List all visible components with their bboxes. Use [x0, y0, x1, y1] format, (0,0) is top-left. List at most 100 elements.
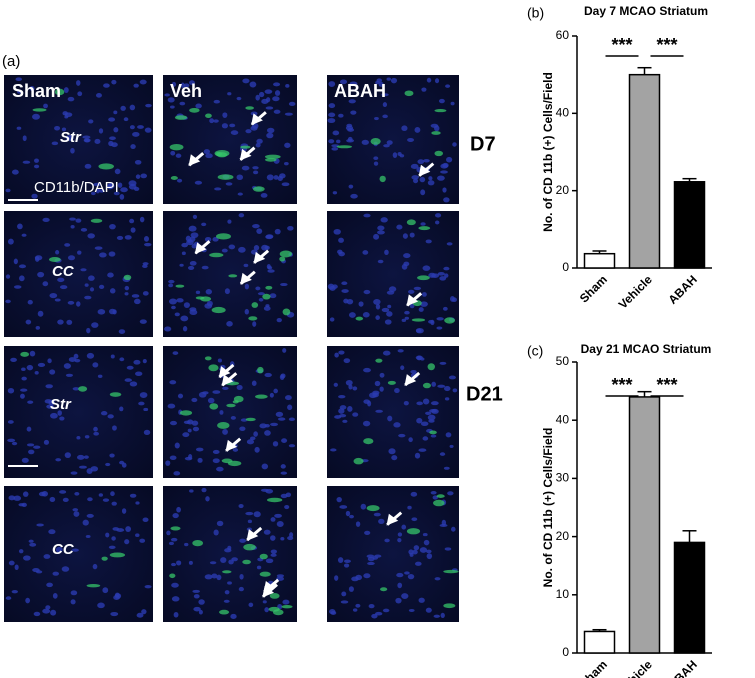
- microglia: [444, 317, 456, 324]
- nucleus: [195, 290, 201, 295]
- nucleus: [264, 607, 269, 613]
- nucleus: [333, 382, 338, 387]
- nucleus: [137, 125, 144, 129]
- nucleus: [130, 144, 136, 150]
- microglia: [216, 233, 231, 240]
- nucleus: [129, 493, 137, 498]
- microglia: [418, 226, 431, 231]
- nucleus: [375, 80, 380, 85]
- nucleus: [363, 213, 371, 218]
- nucleus: [397, 349, 404, 353]
- nucleus: [452, 388, 458, 393]
- nucleus: [47, 358, 52, 364]
- nucleus: [82, 519, 89, 526]
- nucleus: [173, 471, 181, 476]
- nucleus: [272, 96, 280, 102]
- nucleus: [37, 310, 44, 317]
- nucleus: [440, 612, 445, 619]
- nucleus: [274, 228, 281, 235]
- nucleus: [256, 565, 262, 570]
- nucleus: [420, 222, 426, 226]
- nucleus: [436, 317, 444, 321]
- nucleus: [270, 549, 277, 554]
- nucleus: [289, 532, 294, 538]
- nucleus: [282, 599, 290, 605]
- nucleus: [238, 213, 245, 218]
- microglia: [422, 382, 431, 389]
- nucleus: [437, 384, 446, 388]
- nucleus: [214, 187, 222, 191]
- nucleus: [33, 611, 41, 617]
- nucleus: [92, 362, 99, 368]
- nucleus: [410, 163, 419, 170]
- nucleus: [176, 298, 184, 303]
- nucleus: [84, 163, 92, 169]
- nucleus: [83, 455, 89, 459]
- nucleus: [124, 235, 132, 240]
- nucleus: [63, 363, 72, 369]
- nucleus: [273, 388, 278, 394]
- nucleus: [68, 357, 77, 363]
- nucleus: [95, 187, 100, 194]
- nucleus: [281, 438, 288, 443]
- nucleus: [124, 292, 129, 296]
- microglia: [375, 358, 383, 363]
- nucleus: [284, 112, 293, 116]
- nucleus: [201, 222, 207, 227]
- nucleus: [193, 594, 200, 599]
- nucleus: [172, 351, 179, 355]
- nucleus: [343, 559, 351, 563]
- nucleus: [416, 355, 422, 361]
- nucleus: [191, 243, 197, 249]
- nucleus: [445, 84, 451, 88]
- nucleus: [270, 535, 276, 541]
- nucleus: [414, 126, 421, 133]
- nucleus: [62, 497, 69, 502]
- nucleus: [244, 283, 250, 290]
- y-tick-label: 20: [556, 529, 570, 543]
- nucleus: [131, 294, 140, 298]
- nucleus: [142, 359, 147, 364]
- nucleus: [377, 259, 384, 264]
- nucleus: [396, 572, 404, 578]
- nucleus: [94, 138, 101, 144]
- nucleus: [142, 517, 149, 522]
- nucleus: [90, 466, 99, 472]
- nucleus: [448, 375, 456, 380]
- nucleus: [5, 274, 11, 279]
- microglia: [179, 410, 193, 416]
- nucleus: [222, 112, 228, 118]
- nucleus: [16, 126, 22, 130]
- nucleus: [129, 125, 135, 130]
- nucleus: [184, 542, 189, 547]
- microglia: [434, 150, 444, 157]
- nucleus: [103, 83, 110, 88]
- nucleus: [110, 611, 119, 617]
- nucleus: [43, 554, 51, 559]
- nucleus: [269, 293, 277, 299]
- nucleus: [87, 497, 93, 502]
- nucleus: [395, 597, 402, 604]
- nucleus: [222, 386, 229, 391]
- nucleus: [87, 275, 95, 281]
- nucleus: [438, 98, 445, 104]
- nucleus: [228, 244, 236, 250]
- nucleus: [411, 517, 418, 522]
- nucleus: [349, 81, 358, 86]
- y-tick-label: 10: [556, 587, 570, 601]
- nucleus: [65, 373, 73, 377]
- nucleus: [261, 98, 269, 104]
- nucleus: [170, 150, 176, 156]
- nucleus: [36, 523, 44, 527]
- nucleus: [205, 289, 212, 295]
- microglia: [279, 256, 286, 262]
- nucleus: [119, 357, 125, 362]
- nucleus: [108, 545, 116, 549]
- nucleus: [408, 608, 415, 613]
- nucleus: [379, 386, 384, 392]
- microglia: [209, 403, 219, 410]
- nucleus: [63, 87, 69, 93]
- nucleus: [280, 373, 286, 379]
- nucleus: [382, 608, 390, 613]
- nucleus: [380, 217, 388, 223]
